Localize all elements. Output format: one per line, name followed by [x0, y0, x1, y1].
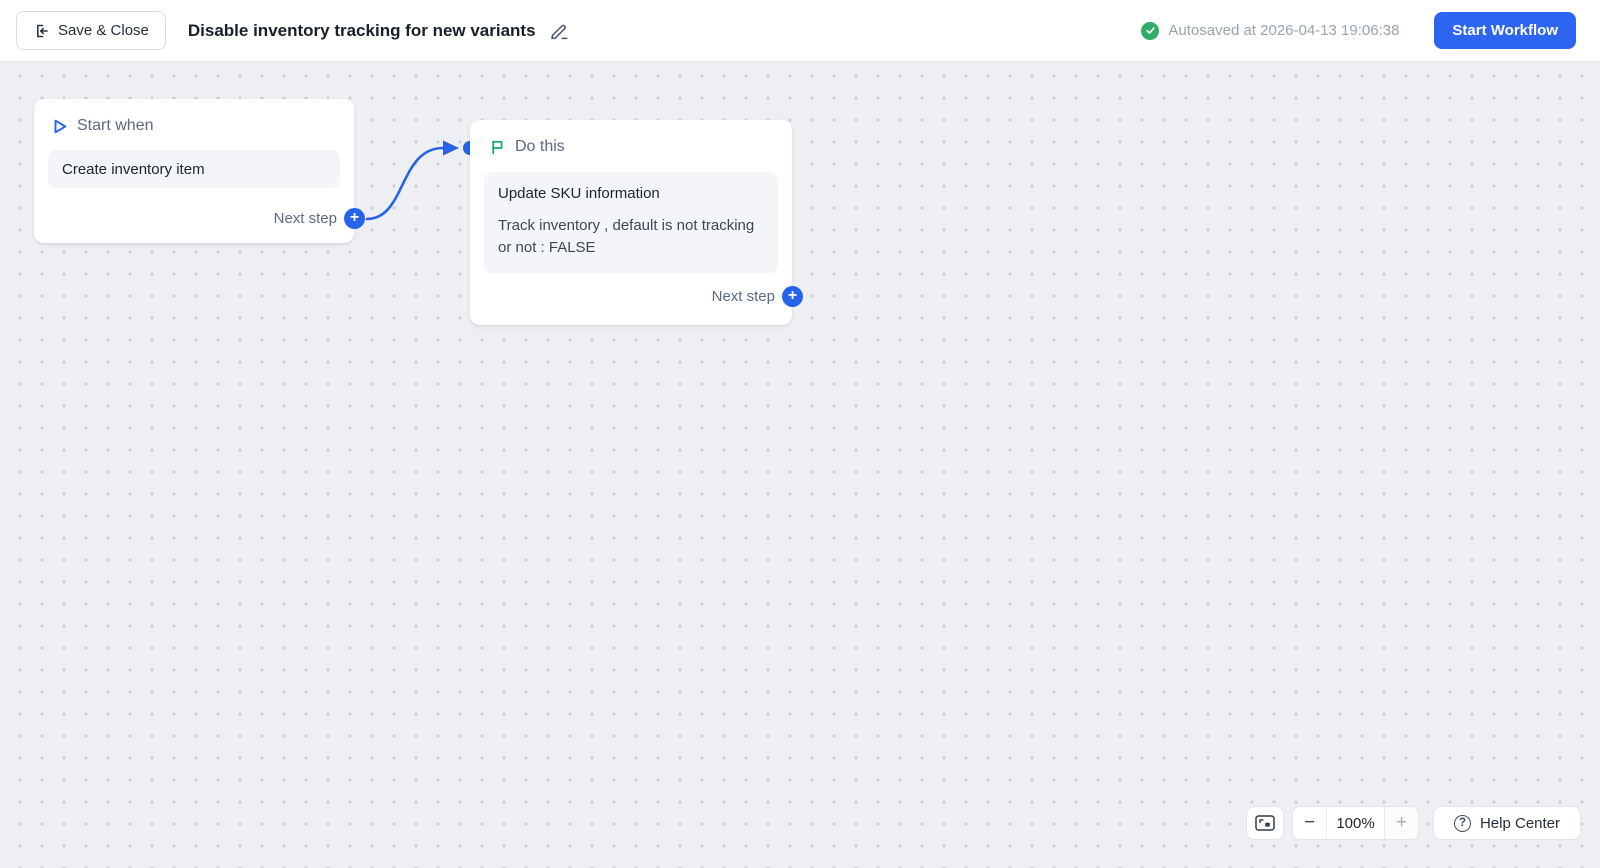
autosave-text: Autosaved at 2026-04-13 19:06:38: [1168, 22, 1400, 39]
next-step-label: Next step: [711, 288, 775, 305]
next-step-label: Next step: [273, 210, 337, 227]
help-center-button[interactable]: ? Help Center: [1433, 806, 1581, 840]
trigger-next-step: Next step +: [274, 208, 365, 229]
action-next-step: Next step +: [712, 286, 803, 307]
top-bar: Save & Close Disable inventory tracking …: [0, 0, 1600, 62]
action-name: Update SKU information: [498, 185, 660, 202]
trigger-card-title: Start when: [77, 117, 154, 134]
zoom-level: 100%: [1336, 814, 1375, 832]
plus-icon: +: [1395, 812, 1408, 833]
workflow-canvas[interactable]: Start when Create inventory item Next st…: [0, 62, 1600, 868]
add-step-plus-icon[interactable]: +: [782, 286, 803, 307]
edit-pencil-icon: [549, 21, 570, 41]
zoom-in-button[interactable]: +: [1384, 807, 1418, 839]
fit-view-icon: [1255, 815, 1275, 831]
help-question-icon: ?: [1453, 814, 1471, 832]
minus-icon: −: [1303, 812, 1316, 833]
zoom-out-button[interactable]: −: [1293, 807, 1327, 839]
action-parameters: Track inventory , default is not trackin…: [498, 217, 755, 256]
zoom-controls: − 100% +: [1292, 806, 1419, 840]
save-close-label: Save & Close: [58, 22, 149, 39]
action-card-header: Do this: [490, 138, 565, 156]
trigger-card-header: Start when: [54, 117, 153, 135]
action-card[interactable]: Do this Update SKU information Track inv…: [470, 120, 803, 325]
flag-icon: [490, 139, 505, 155]
action-card-title: Do this: [515, 138, 565, 155]
help-center-label: Help Center: [1479, 814, 1561, 832]
autosave-status: Autosaved at 2026-04-13 19:06:38: [1141, 21, 1400, 40]
save-close-button[interactable]: Save & Close: [16, 11, 166, 50]
action-item[interactable]: Update SKU information Track inventory ,…: [484, 172, 778, 273]
edit-title-button[interactable]: [549, 21, 570, 41]
workflow-title: Disable inventory tracking for new varia…: [187, 20, 536, 40]
trigger-card[interactable]: Start when Create inventory item Next st…: [34, 99, 365, 243]
play-icon: [54, 119, 67, 134]
add-step-plus-icon[interactable]: +: [344, 208, 365, 229]
exit-icon: [33, 23, 49, 39]
fit-view-button[interactable]: [1246, 806, 1284, 840]
check-circle-icon: [1141, 21, 1160, 40]
trigger-item[interactable]: Create inventory item: [48, 150, 340, 188]
start-workflow-button[interactable]: Start Workflow: [1434, 12, 1576, 49]
